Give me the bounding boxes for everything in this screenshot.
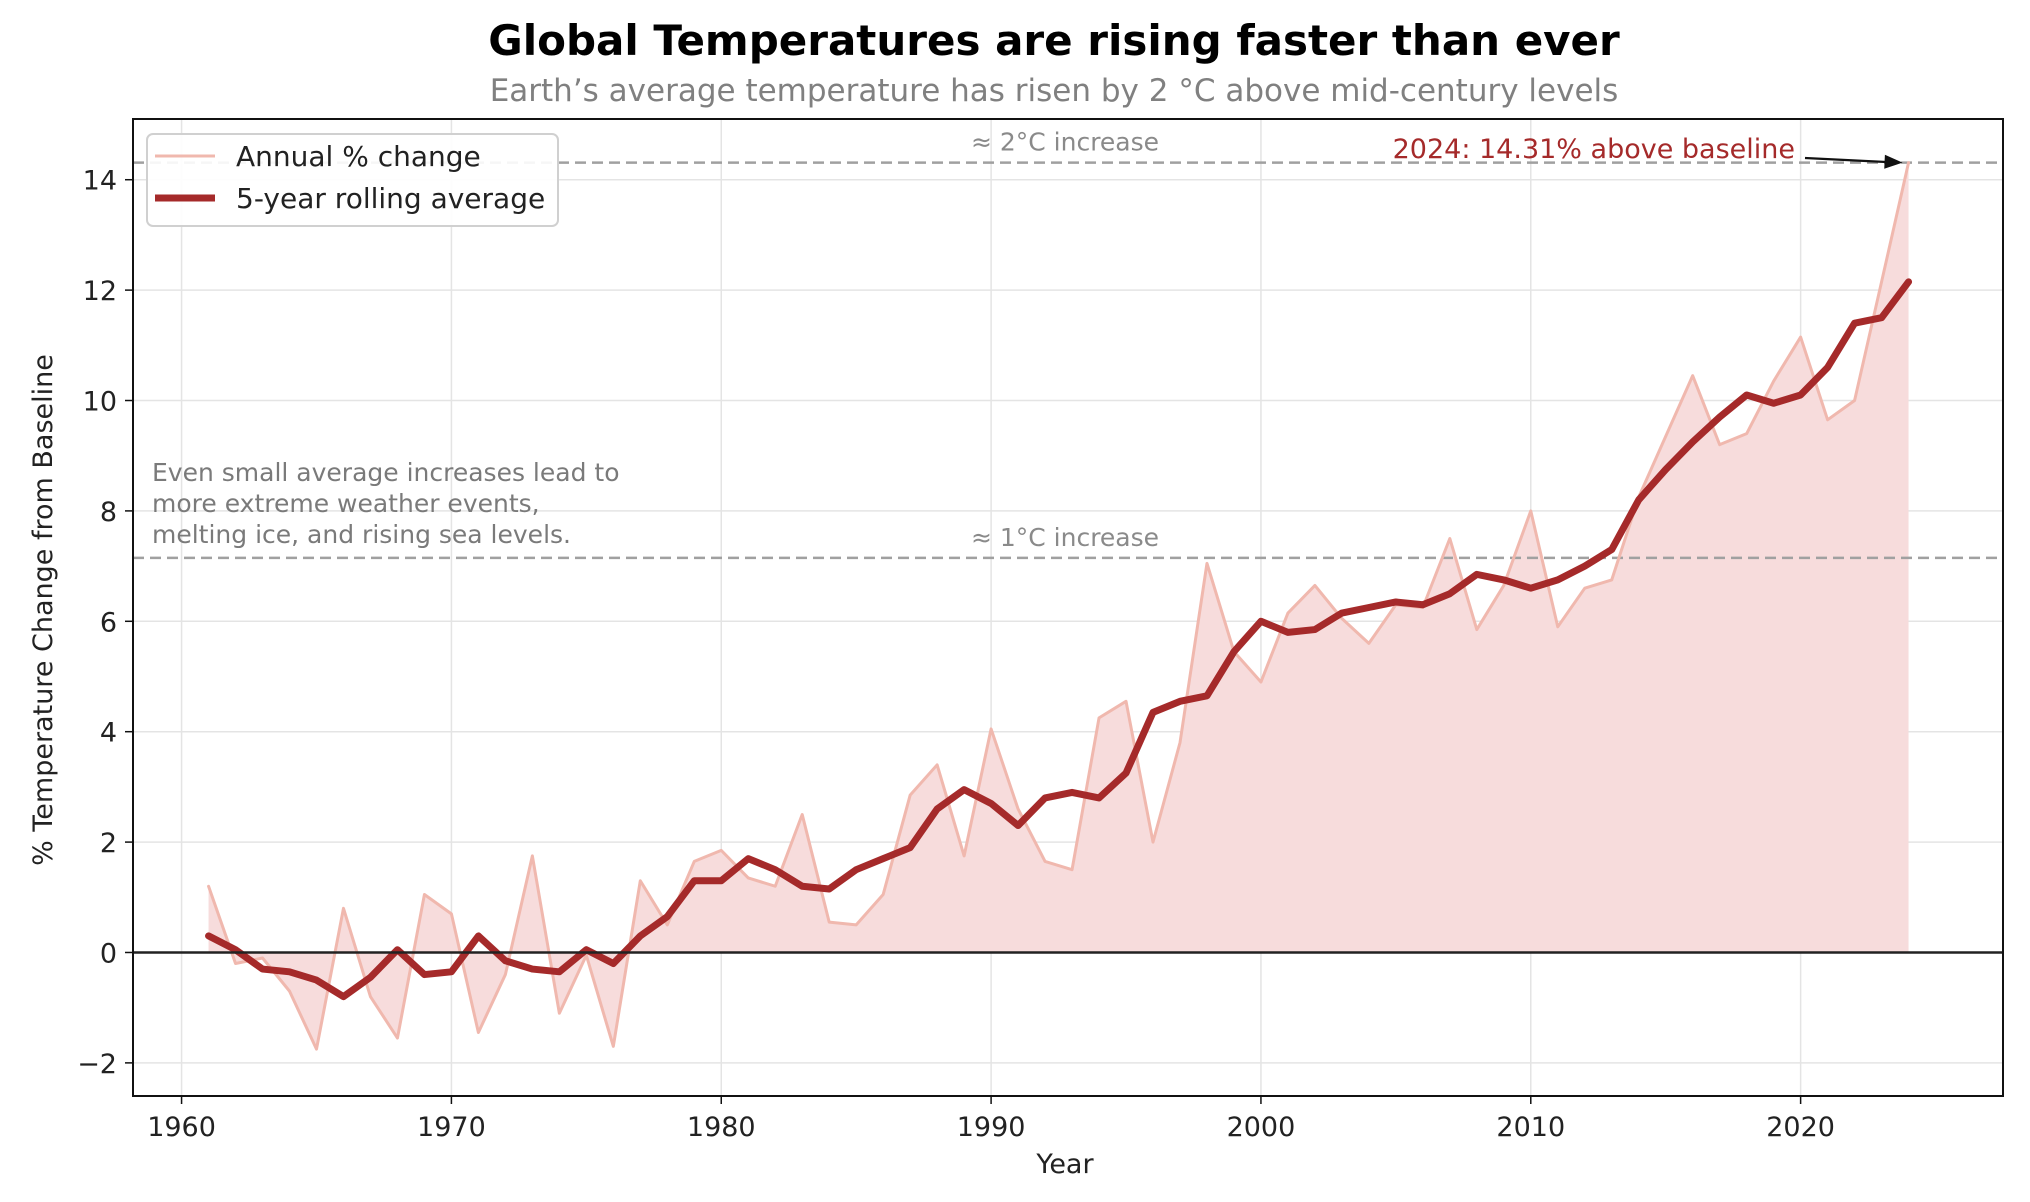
callout: 2024: 14.31% above baseline xyxy=(1393,134,1903,169)
callout-arrow-line xyxy=(1804,156,1889,164)
y-axis-label: % Temperature Change from Baseline xyxy=(28,354,59,866)
axes: 1960 1970 1980 1990 2000 2010 2020 −2 0 2 4 6 8 10 12 1… xyxy=(77,118,2004,1143)
y-tick-label: 8 xyxy=(100,497,117,528)
note-line-1: Even small average increases lead to xyxy=(152,458,620,487)
y-tick-label: 6 xyxy=(100,607,117,638)
series-line-rolling xyxy=(205,278,1913,1001)
side-note: Even small average increases lead to mor… xyxy=(152,458,620,549)
note-line-3: melting ice, and rising sea levels. xyxy=(152,520,571,549)
callout-text: 2024: 14.31% above baseline xyxy=(1393,134,1795,165)
y-tick-label: 4 xyxy=(100,718,117,749)
legend-label-annual: Annual % change xyxy=(236,140,481,173)
reference-line-label: ≈ 1°C increase xyxy=(971,523,1159,552)
x-tick-label: 1990 xyxy=(957,1112,1026,1143)
y-tick-label: 2 xyxy=(100,828,117,859)
x-tick-label: 2010 xyxy=(1496,1112,1565,1143)
x-tick-label: 1980 xyxy=(687,1112,756,1143)
chart-subtitle: Earth’s average temperature has risen by… xyxy=(490,73,1619,109)
note-line-2: more extreme weather events, xyxy=(152,489,540,518)
x-axis-label: Year xyxy=(1035,1149,1094,1180)
plot-frame xyxy=(132,118,2004,1097)
y-tick-label: 12 xyxy=(83,276,117,307)
area-under-curve xyxy=(208,162,1909,1050)
y-tick-label: 10 xyxy=(83,387,117,418)
series-line-annual xyxy=(207,161,1911,1051)
y-tick-label: −2 xyxy=(77,1049,117,1080)
series-lines xyxy=(205,161,1913,1051)
legend-label-rolling: 5-year rolling average xyxy=(236,182,545,215)
x-tick-label: 2000 xyxy=(1227,1112,1296,1143)
x-tick-label: 1970 xyxy=(417,1112,486,1143)
chart-title: Global Temperatures are rising faster th… xyxy=(488,16,1620,65)
legend-box xyxy=(146,133,559,227)
x-tick-label: 1960 xyxy=(147,1112,216,1143)
y-tick-label: 14 xyxy=(83,166,117,197)
reference-line-label: ≈ 2°C increase xyxy=(971,128,1159,157)
y-tick-label: 0 xyxy=(100,938,117,969)
area-fill xyxy=(208,162,1909,1050)
callout-arrowhead xyxy=(1884,154,1903,169)
legend: Annual % change 5-year rolling average xyxy=(146,133,559,227)
x-tick-label: 2020 xyxy=(1766,1112,1835,1143)
